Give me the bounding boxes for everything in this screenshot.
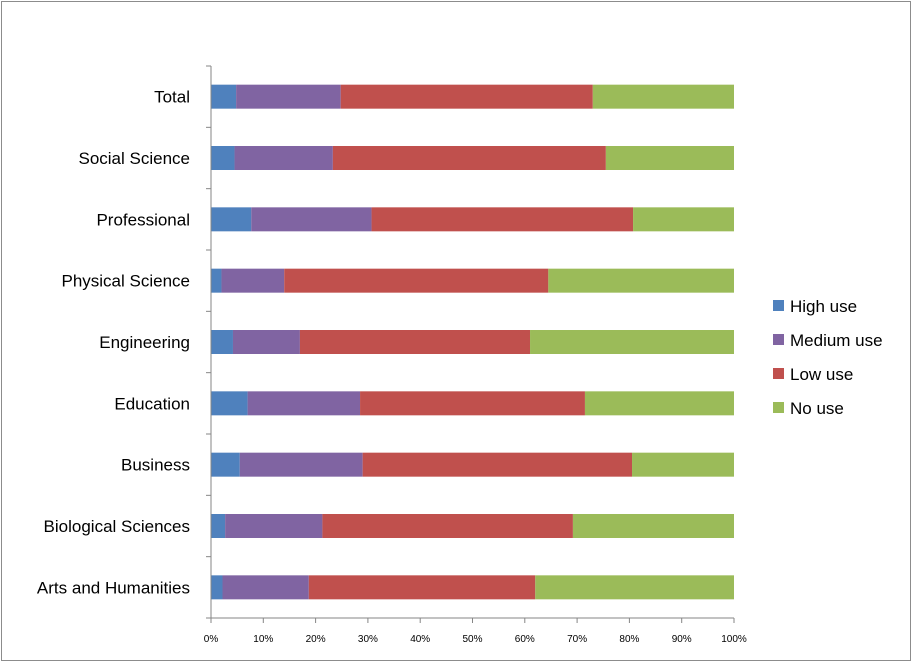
bar-segment-medium-use-physical-science (221, 268, 285, 293)
x-tick-label: 60% (515, 634, 535, 645)
bar-segment-low-use-business (362, 452, 633, 477)
category-label: Professional (96, 210, 190, 229)
x-tick-label: 40% (410, 634, 430, 645)
bar-segment-low-use-engineering (299, 330, 531, 354)
bar-segment-high-use-engineering (211, 330, 233, 354)
bar-segment-no-use-social-science (605, 146, 734, 170)
bar-segment-high-use-total (211, 84, 237, 109)
legend: High use Medium use Low use No use (773, 297, 883, 418)
legend-swatch-high-use (773, 300, 784, 311)
x-tick-label: 10% (253, 634, 273, 645)
category-label: Social Science (78, 149, 190, 168)
bar-segment-no-use-education (584, 391, 734, 416)
bar-segment-medium-use-biological-sciences (225, 514, 323, 538)
x-tick-label: 20% (306, 634, 326, 645)
bar-segment-no-use-biological-sciences (572, 514, 734, 538)
x-tick-labels: 0% 10% 20% 30% 40% 50% 60% 70% 80% 90% 100% (204, 634, 747, 645)
bar-segment-no-use-total (592, 84, 734, 109)
x-tick-label: 100% (721, 634, 747, 645)
legend-label: High use (790, 297, 857, 316)
category-label: Physical Science (61, 272, 190, 291)
x-tick-label: 50% (462, 634, 482, 645)
x-tick-label: 80% (619, 634, 639, 645)
bar-segment-no-use-engineering (530, 330, 734, 354)
bar-segment-high-use-business (211, 452, 240, 477)
bar-segment-low-use-professional (371, 207, 634, 232)
category-label: Total (154, 88, 190, 107)
bar-segment-no-use-arts-and-humanities (535, 575, 734, 600)
legend-swatch-low-use (773, 368, 784, 379)
legend-label: No use (790, 399, 844, 418)
category-label: Engineering (99, 333, 190, 352)
x-tick-label: 90% (672, 634, 692, 645)
bar-segment-low-use-social-science (332, 146, 606, 170)
bar-segment-medium-use-arts-and-humanities (222, 575, 309, 600)
bar-segment-medium-use-business (239, 452, 363, 477)
category-label: Biological Sciences (44, 517, 190, 536)
bar-segment-low-use-education (360, 391, 585, 416)
bar-segment-low-use-total (340, 84, 593, 109)
bar-segment-high-use-education (211, 391, 248, 416)
bar-segment-medium-use-education (247, 391, 361, 416)
category-label: Business (121, 456, 190, 475)
bar-segment-low-use-physical-science (284, 268, 549, 293)
bar-segment-medium-use-total (236, 84, 341, 109)
bar-segment-medium-use-engineering (232, 330, 300, 354)
x-tick-label: 70% (567, 634, 587, 645)
x-tick-label: 30% (358, 634, 378, 645)
legend-label: Low use (790, 365, 853, 384)
category-labels: Arts and Humanities Biological Sciences Bu… (37, 88, 190, 598)
bar-segment-low-use-arts-and-humanities (308, 575, 536, 600)
bar-segment-no-use-professional (633, 207, 734, 232)
bar-segment-medium-use-social-science (234, 146, 333, 170)
legend-label: Medium use (790, 331, 883, 350)
category-label: Education (114, 394, 190, 413)
bar-segment-high-use-professional (211, 207, 252, 232)
bars-layer (211, 84, 734, 600)
bar-segment-high-use-physical-science (211, 268, 222, 293)
bar-segment-no-use-business (632, 452, 734, 477)
x-tick-label: 0% (204, 634, 219, 645)
bar-segment-low-use-biological-sciences (322, 514, 573, 538)
bar-segment-no-use-physical-science (548, 268, 734, 293)
category-label: Arts and Humanities (37, 578, 190, 597)
axes-layer (206, 65, 735, 623)
legend-swatch-medium-use (773, 334, 784, 345)
bar-segment-high-use-social-science (211, 146, 235, 170)
legend-swatch-no-use (773, 402, 784, 413)
bar-segment-high-use-biological-sciences (211, 514, 226, 538)
bar-segment-high-use-arts-and-humanities (211, 575, 223, 600)
bar-segment-medium-use-professional (251, 207, 372, 232)
